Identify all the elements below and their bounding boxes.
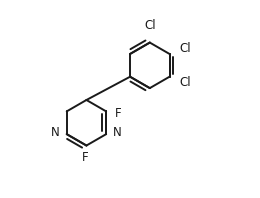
Text: Cl: Cl bbox=[144, 19, 156, 32]
Text: F: F bbox=[115, 107, 122, 120]
Text: N: N bbox=[51, 126, 60, 139]
Text: Cl: Cl bbox=[179, 42, 191, 55]
Text: Cl: Cl bbox=[179, 76, 191, 89]
Text: F: F bbox=[82, 151, 89, 164]
Text: N: N bbox=[113, 126, 122, 139]
